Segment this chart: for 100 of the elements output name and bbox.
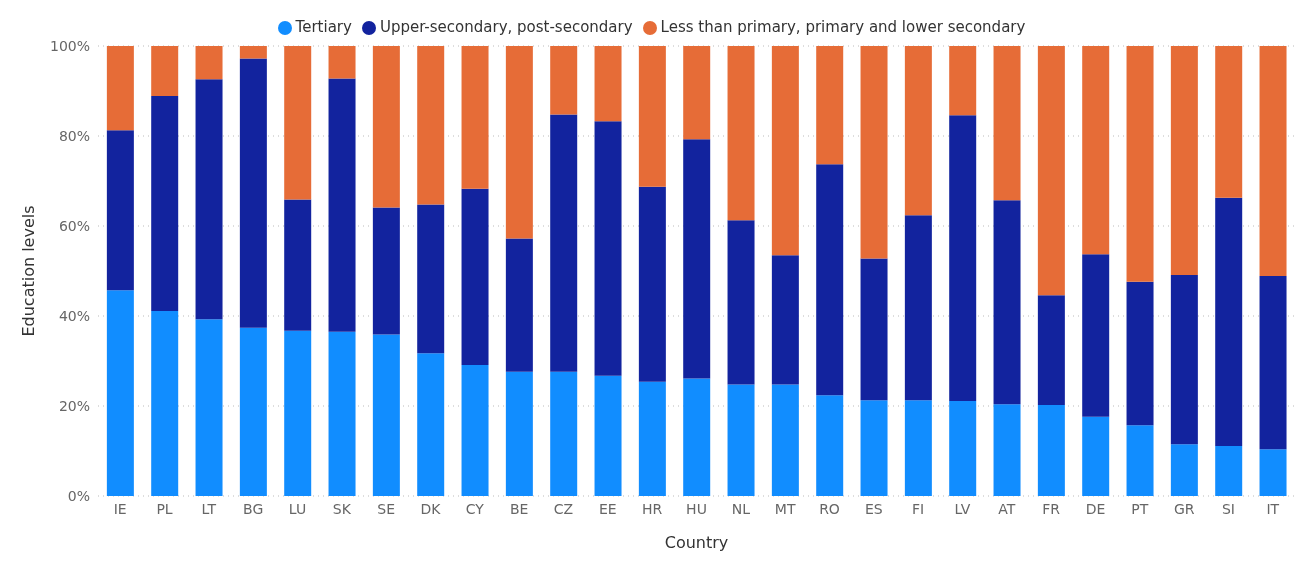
x-tick-label: SK <box>332 500 352 517</box>
x-tick-label: IT <box>1266 500 1280 517</box>
bar <box>106 46 134 131</box>
bar <box>1170 275 1198 445</box>
bar <box>594 375 622 496</box>
bar <box>949 46 977 116</box>
bar <box>949 115 977 402</box>
bar <box>151 46 179 96</box>
bar <box>239 327 267 496</box>
y-tick-label: 60% <box>58 217 90 234</box>
bar <box>328 78 356 332</box>
x-axis-title: Country <box>664 533 729 552</box>
bar <box>727 46 755 221</box>
x-tick-label: IE <box>113 500 127 517</box>
x-tick-label: MT <box>774 500 796 517</box>
legend-label: Tertiary <box>295 18 352 36</box>
x-tick-label: EE <box>598 500 617 517</box>
bar <box>239 46 267 59</box>
bar <box>1215 446 1243 496</box>
bar <box>771 384 799 496</box>
y-tick-label: 20% <box>58 397 90 414</box>
y-axis-title: Education levels <box>18 205 38 337</box>
bar <box>816 46 844 165</box>
bar <box>1037 46 1065 296</box>
bar <box>328 331 356 496</box>
bar <box>771 255 799 385</box>
bar <box>1170 444 1198 496</box>
bar <box>195 46 223 80</box>
bar <box>683 46 711 140</box>
bar <box>372 334 400 496</box>
bar <box>417 46 445 205</box>
y-tick-label: 40% <box>58 307 90 324</box>
bar <box>860 400 888 496</box>
bar <box>372 46 400 208</box>
bar <box>195 79 223 320</box>
bar <box>1082 254 1110 417</box>
x-tick-label: ES <box>864 500 883 517</box>
bar <box>1259 449 1287 496</box>
bar <box>550 114 578 372</box>
bar <box>239 58 267 328</box>
y-tick-label: 0% <box>67 487 90 504</box>
bar <box>904 400 932 496</box>
bar <box>638 186 666 382</box>
bar <box>993 404 1021 496</box>
bar <box>461 46 489 189</box>
bar <box>816 164 844 396</box>
x-tick-label: AT <box>998 500 1016 517</box>
y-tick-label: 80% <box>58 127 90 144</box>
bar <box>505 46 533 239</box>
x-tick-label: PT <box>1131 500 1149 517</box>
bar <box>860 258 888 401</box>
bar <box>638 381 666 496</box>
bar <box>816 395 844 496</box>
bar <box>417 204 445 354</box>
bar <box>594 46 622 122</box>
x-tick-label: RO <box>819 500 840 517</box>
x-tick-label: FI <box>912 500 925 517</box>
bar <box>505 371 533 496</box>
bar <box>328 46 356 79</box>
bar <box>1259 275 1287 450</box>
bar <box>1082 46 1110 255</box>
bar <box>727 384 755 496</box>
x-tick-label: BG <box>243 500 264 517</box>
bar <box>550 46 578 115</box>
bar <box>461 365 489 496</box>
bar <box>550 371 578 496</box>
x-tick-label: FR <box>1042 500 1061 517</box>
bar <box>461 188 489 366</box>
bar <box>106 130 134 291</box>
bar <box>1170 46 1198 276</box>
bar <box>683 378 711 496</box>
x-tick-label: LV <box>954 500 971 517</box>
bar <box>1126 46 1154 282</box>
bar <box>683 139 711 379</box>
legend-label: Upper-secondary, post-secondary <box>379 18 633 36</box>
x-tick-label: HR <box>642 500 663 517</box>
x-tick-label: PL <box>156 500 173 517</box>
x-tick-label: SE <box>377 500 396 517</box>
bar <box>1126 425 1154 496</box>
x-tick-label: LU <box>288 500 307 517</box>
legend-label: Less than primary, primary and lower secondary <box>660 18 1026 36</box>
bar <box>904 46 932 216</box>
bar <box>151 95 179 312</box>
bar <box>993 46 1021 201</box>
bar <box>505 238 533 372</box>
bar <box>904 215 932 401</box>
x-tick-label: CZ <box>553 500 574 517</box>
x-tick-label: GR <box>1173 500 1195 517</box>
bar <box>284 330 312 496</box>
x-tick-label: BE <box>509 500 529 517</box>
bar <box>1037 295 1065 406</box>
bar <box>771 46 799 256</box>
x-tick-label: DK <box>420 500 442 517</box>
bar <box>1215 46 1243 198</box>
y-tick-label: 100% <box>49 37 90 54</box>
bar <box>151 311 179 496</box>
x-tick-label: NL <box>731 500 751 517</box>
bar <box>860 46 888 259</box>
bar <box>195 319 223 496</box>
x-tick-label: DE <box>1085 500 1106 517</box>
